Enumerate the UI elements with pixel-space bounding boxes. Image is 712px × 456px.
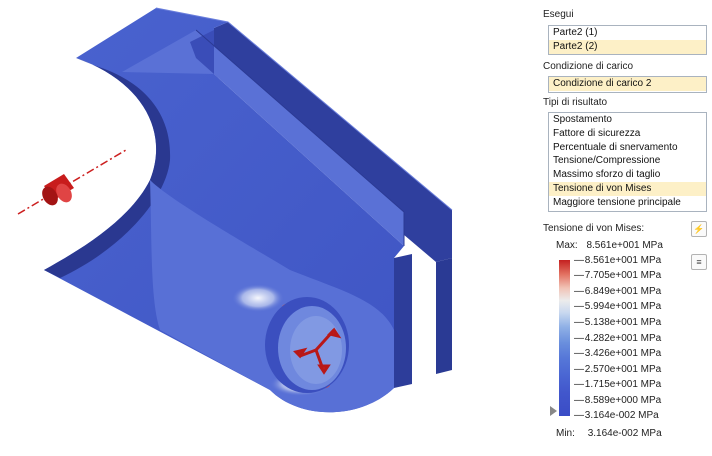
load-arrow-icon xyxy=(293,327,342,375)
legend-title: Tensione di von Mises: xyxy=(543,223,645,234)
legend-tick: — 2.570e+001 MPa xyxy=(574,364,662,375)
legend-tick: — 8.561e+001 MPa xyxy=(574,255,662,266)
legend-tick: — 6.849e+001 MPa xyxy=(574,286,662,297)
result-type-item[interactable]: Tensione/Compressione xyxy=(553,155,661,167)
loadcase-select[interactable]: Condizione di carico 2 xyxy=(548,76,707,93)
result-type-item[interactable]: Fattore di sicurezza xyxy=(553,127,641,139)
legend-tick: — 7.705e+001 MPa xyxy=(574,270,662,281)
legend-tick: — 5.994e+001 MPa xyxy=(574,301,662,312)
legend-tick: — 1.715e+001 MPa xyxy=(574,379,662,390)
min-marker-icon[interactable] xyxy=(550,406,557,416)
legend-max-label: Max: xyxy=(556,240,578,251)
part-3d-render[interactable] xyxy=(0,0,538,456)
runs-list[interactable]: Parte2 (1) Parte2 (2) xyxy=(548,25,707,55)
loadcase-label: Condizione di carico xyxy=(543,61,634,72)
legend-tick: — 3.164e-002 MPa xyxy=(574,410,659,421)
run-item-selected[interactable]: Parte2 (2) xyxy=(549,39,706,54)
rotation-axis-icon xyxy=(17,149,127,215)
runs-label: Esegui xyxy=(543,9,574,20)
hamburger-menu-icon[interactable]: ≡ xyxy=(691,254,707,270)
stress-hotspot-upper xyxy=(232,284,284,312)
model-viewport[interactable] xyxy=(0,0,538,456)
channel-inner-edge xyxy=(44,58,171,278)
front-flange-edge xyxy=(394,254,412,388)
result-types-list[interactable]: Spostamento Fattore di sicurezza Percent… xyxy=(548,112,707,212)
result-type-item[interactable]: Spostamento xyxy=(553,114,612,125)
legend-max-value: 8.561e+001 MPa xyxy=(586,240,663,251)
result-type-item[interactable]: Percentuale di snervamento xyxy=(553,141,678,153)
loadcase-value[interactable]: Condizione di carico 2 xyxy=(549,77,706,91)
legend-min: Min: 3.164e-002 MPa xyxy=(556,428,662,439)
lightning-icon[interactable]: ⚡ xyxy=(691,221,707,237)
results-panel: Esegui Parte2 (1) Parte2 (2) Condizione … xyxy=(538,0,712,456)
result-types-label: Tipi di risultato xyxy=(543,97,608,108)
legend-tick: — 5.138e+001 MPa xyxy=(574,317,662,328)
result-type-item[interactable]: Maggiore tensione principale xyxy=(553,196,681,208)
legend-tick: — 4.282e+001 MPa xyxy=(574,333,662,344)
legend-tick: — 3.426e+001 MPa xyxy=(574,348,662,359)
run-item[interactable]: Parte2 (1) xyxy=(553,27,598,38)
legend-color-bar xyxy=(559,260,570,416)
back-flange-edge xyxy=(436,258,452,374)
legend-min-label: Min: xyxy=(556,428,575,439)
legend-tick: — 8.589e+000 MPa xyxy=(574,395,662,406)
legend-min-value: 3.164e-002 MPa xyxy=(587,428,662,439)
result-type-item[interactable]: Massimo sforzo di taglio xyxy=(553,169,661,181)
result-type-item-selected[interactable]: Tensione di von Mises xyxy=(549,181,706,196)
legend-max: Max: 8.561e+001 MPa xyxy=(556,240,663,251)
